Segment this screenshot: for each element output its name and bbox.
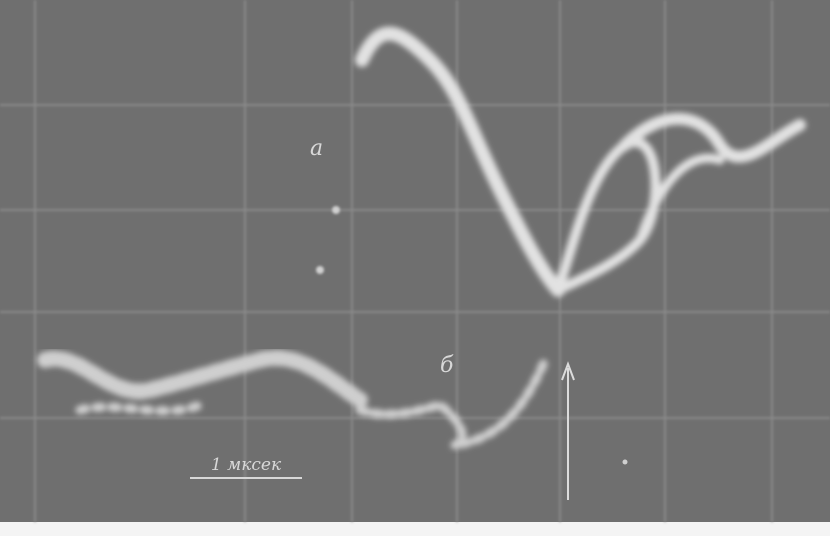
label-trace-a: а (310, 136, 323, 161)
oscillogram: а б 1 мксек (0, 0, 830, 536)
border (0, 522, 830, 536)
dot (623, 460, 628, 465)
scale-label: 1 мксек (211, 455, 282, 475)
label-trace-b: б (440, 353, 454, 378)
screen (0, 0, 830, 522)
